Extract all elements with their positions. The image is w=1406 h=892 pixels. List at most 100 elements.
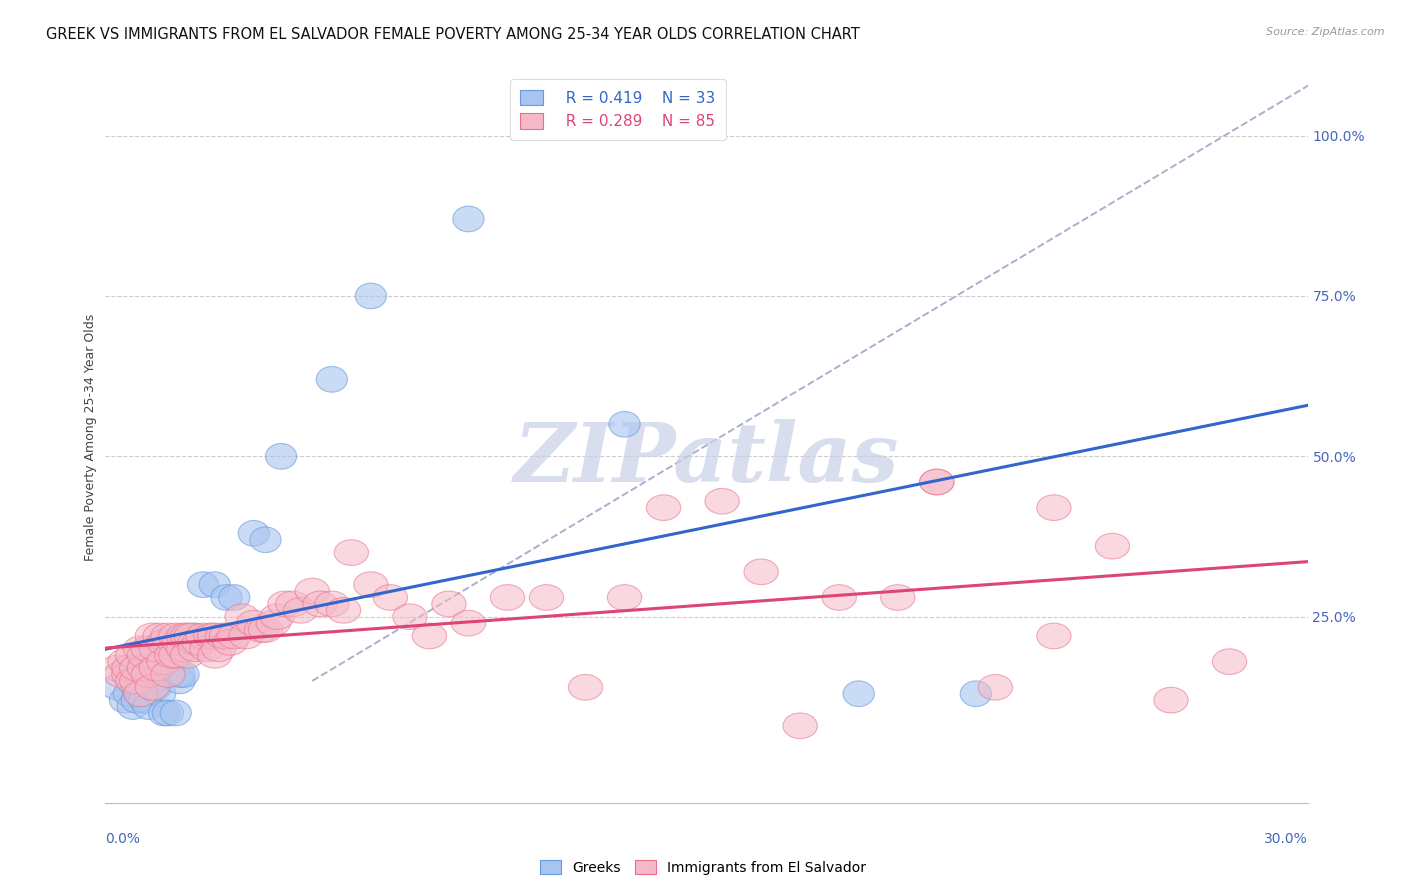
Ellipse shape: [238, 521, 270, 546]
Ellipse shape: [295, 578, 329, 604]
Ellipse shape: [166, 636, 201, 662]
Ellipse shape: [256, 610, 291, 636]
Ellipse shape: [250, 527, 281, 552]
Ellipse shape: [373, 584, 408, 610]
Ellipse shape: [229, 624, 263, 648]
Ellipse shape: [159, 642, 193, 668]
Ellipse shape: [276, 591, 309, 616]
Text: Source: ZipAtlas.com: Source: ZipAtlas.com: [1267, 27, 1385, 37]
Ellipse shape: [201, 636, 236, 662]
Ellipse shape: [128, 642, 162, 668]
Ellipse shape: [316, 367, 347, 392]
Ellipse shape: [920, 469, 953, 495]
Ellipse shape: [139, 656, 173, 681]
Ellipse shape: [115, 668, 150, 694]
Ellipse shape: [179, 630, 212, 656]
Ellipse shape: [152, 700, 184, 726]
Text: 0.0%: 0.0%: [105, 832, 141, 846]
Ellipse shape: [249, 616, 283, 642]
Ellipse shape: [1095, 533, 1129, 559]
Ellipse shape: [160, 700, 191, 726]
Ellipse shape: [354, 572, 388, 598]
Ellipse shape: [165, 668, 195, 694]
Ellipse shape: [167, 662, 200, 688]
Ellipse shape: [143, 624, 177, 648]
Ellipse shape: [149, 700, 180, 726]
Legend: Greeks, Immigrants from El Salvador: Greeks, Immigrants from El Salvador: [534, 855, 872, 880]
Ellipse shape: [392, 604, 427, 630]
Ellipse shape: [315, 591, 349, 616]
Ellipse shape: [491, 584, 524, 610]
Ellipse shape: [128, 656, 162, 681]
Ellipse shape: [136, 674, 167, 700]
Ellipse shape: [108, 648, 142, 674]
Ellipse shape: [217, 624, 252, 648]
Ellipse shape: [117, 694, 149, 719]
Ellipse shape: [111, 662, 146, 688]
Ellipse shape: [166, 624, 201, 648]
Ellipse shape: [432, 591, 467, 616]
Ellipse shape: [225, 604, 259, 630]
Ellipse shape: [170, 642, 205, 668]
Ellipse shape: [125, 681, 156, 706]
Ellipse shape: [260, 604, 294, 630]
Ellipse shape: [145, 681, 176, 706]
Ellipse shape: [704, 489, 740, 514]
Ellipse shape: [150, 624, 186, 648]
Ellipse shape: [744, 559, 779, 584]
Y-axis label: Female Poverty Among 25-34 Year Olds: Female Poverty Among 25-34 Year Olds: [84, 313, 97, 561]
Ellipse shape: [266, 443, 297, 469]
Ellipse shape: [110, 688, 141, 713]
Ellipse shape: [214, 630, 247, 656]
Ellipse shape: [163, 630, 197, 656]
Ellipse shape: [920, 469, 953, 495]
Ellipse shape: [194, 624, 228, 648]
Ellipse shape: [186, 624, 221, 648]
Ellipse shape: [146, 630, 181, 656]
Ellipse shape: [132, 694, 165, 719]
Ellipse shape: [190, 636, 224, 662]
Ellipse shape: [844, 681, 875, 706]
Ellipse shape: [607, 584, 641, 610]
Ellipse shape: [141, 674, 172, 700]
Ellipse shape: [326, 598, 361, 624]
Text: GREEK VS IMMIGRANTS FROM EL SALVADOR FEMALE POVERTY AMONG 25-34 YEAR OLDS CORREL: GREEK VS IMMIGRANTS FROM EL SALVADOR FEM…: [46, 27, 860, 42]
Ellipse shape: [159, 624, 193, 648]
Ellipse shape: [647, 495, 681, 521]
Ellipse shape: [205, 624, 239, 648]
Ellipse shape: [302, 591, 337, 616]
Ellipse shape: [1212, 648, 1247, 674]
Ellipse shape: [335, 540, 368, 566]
Ellipse shape: [120, 668, 153, 694]
Ellipse shape: [131, 636, 166, 662]
Ellipse shape: [111, 656, 146, 681]
Ellipse shape: [135, 624, 170, 648]
Text: 30.0%: 30.0%: [1264, 832, 1308, 846]
Ellipse shape: [245, 616, 278, 642]
Ellipse shape: [174, 624, 208, 648]
Ellipse shape: [139, 636, 173, 662]
Ellipse shape: [170, 624, 205, 648]
Ellipse shape: [880, 584, 915, 610]
Ellipse shape: [150, 662, 186, 688]
Ellipse shape: [453, 206, 484, 232]
Ellipse shape: [1036, 495, 1071, 521]
Ellipse shape: [124, 681, 157, 706]
Ellipse shape: [187, 572, 219, 598]
Ellipse shape: [529, 584, 564, 610]
Ellipse shape: [120, 656, 153, 681]
Ellipse shape: [155, 642, 188, 668]
Ellipse shape: [609, 411, 640, 437]
Ellipse shape: [121, 688, 152, 713]
Ellipse shape: [1154, 688, 1188, 713]
Ellipse shape: [114, 681, 145, 706]
Ellipse shape: [451, 610, 485, 636]
Ellipse shape: [115, 642, 150, 668]
Ellipse shape: [121, 674, 152, 700]
Ellipse shape: [135, 674, 170, 700]
Ellipse shape: [100, 656, 135, 681]
Ellipse shape: [209, 624, 243, 648]
Ellipse shape: [960, 681, 991, 706]
Ellipse shape: [181, 630, 217, 656]
Ellipse shape: [200, 572, 231, 598]
